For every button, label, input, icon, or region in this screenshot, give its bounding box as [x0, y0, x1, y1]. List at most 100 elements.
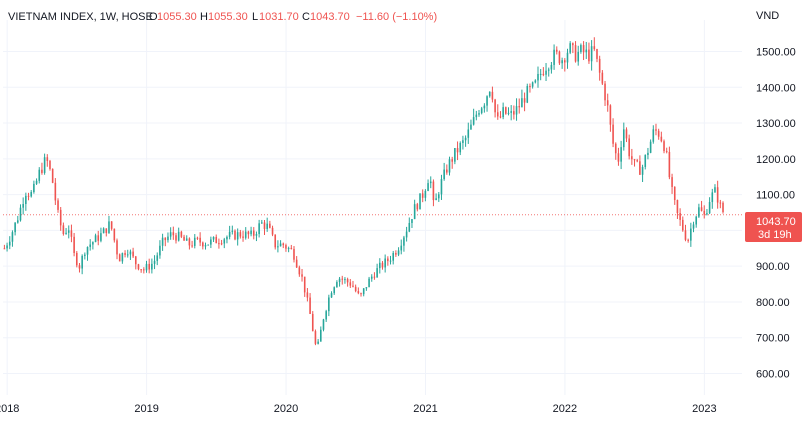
candle-body: [132, 251, 134, 257]
candle-body: [62, 225, 65, 234]
candle-body: [636, 160, 639, 162]
candle-body: [496, 112, 499, 117]
candle-body: [223, 239, 226, 244]
x-tick-label: 2022: [553, 403, 577, 415]
candle-body: [199, 237, 201, 243]
candle-body: [553, 49, 555, 65]
candle-body: [381, 262, 384, 268]
candle-body: [679, 213, 681, 220]
candle-body: [660, 136, 663, 142]
candle-body: [70, 230, 73, 237]
candle-body: [57, 200, 59, 210]
candle-body: [628, 138, 630, 157]
candle-body: [317, 341, 319, 344]
candle-body: [314, 331, 317, 344]
candle-body: [306, 292, 309, 298]
candle-body: [676, 200, 679, 214]
candle-body: [25, 195, 27, 204]
last-price-badge: [745, 212, 802, 242]
candle-body: [606, 100, 609, 106]
candle-body: [617, 153, 620, 162]
candle-body: [403, 237, 405, 246]
candle-body: [400, 245, 403, 251]
candle-body: [153, 260, 156, 264]
candle-body: [700, 207, 703, 211]
candle-body: [220, 243, 223, 245]
candle-body: [137, 264, 140, 270]
candle-body: [338, 278, 341, 283]
candle-body: [177, 231, 180, 241]
candle-body: [537, 73, 539, 81]
legend-close-label: C: [302, 11, 310, 23]
candle-body: [467, 129, 470, 138]
candle-body: [309, 297, 311, 314]
candle-body: [8, 241, 11, 246]
candle-body: [510, 111, 512, 113]
candle-body: [574, 45, 577, 62]
candle-body: [75, 252, 78, 266]
candle-body: [255, 234, 258, 236]
candle-body: [33, 183, 35, 193]
candle-body: [644, 155, 647, 167]
candle-body: [105, 228, 108, 233]
candle-body: [647, 152, 649, 156]
candle-body: [529, 86, 531, 88]
candle-body: [604, 83, 606, 101]
candle-body: [502, 107, 504, 118]
candle-body: [462, 140, 464, 143]
candle-body: [526, 86, 529, 103]
candle-body: [389, 260, 392, 262]
candle-body: [598, 58, 601, 73]
grid-lines: [3, 20, 742, 395]
candle-body: [585, 49, 588, 53]
candle-body: [555, 49, 558, 52]
candle-body: [295, 259, 298, 268]
legend-open-label: O: [149, 11, 158, 23]
candle-body: [81, 255, 83, 269]
candle-body: [333, 287, 336, 294]
candle-body: [424, 190, 427, 198]
candle-body: [346, 279, 349, 283]
candle-body: [488, 91, 491, 97]
candle-body: [78, 265, 81, 269]
candle-body: [572, 43, 574, 46]
candle-body: [663, 141, 665, 152]
candle-body: [631, 156, 633, 160]
candle-body: [27, 195, 30, 197]
candle-body: [491, 91, 494, 100]
currency-label: VND: [756, 10, 779, 22]
candle-body: [582, 45, 585, 53]
candle-body: [239, 232, 242, 237]
candle-body: [523, 98, 526, 103]
candle-body: [234, 230, 236, 240]
candle-body: [86, 246, 89, 255]
candle-body: [432, 181, 435, 201]
candle-body: [183, 236, 185, 241]
candle-body: [226, 236, 228, 240]
candle-body: [411, 219, 413, 223]
candle-body: [108, 221, 110, 233]
candle-body: [596, 49, 598, 59]
candle-body: [513, 111, 515, 115]
candle-body: [714, 187, 716, 193]
candle-body: [601, 72, 604, 84]
candle-body: [191, 245, 193, 247]
x-tick-label: 2021: [413, 403, 437, 415]
candle-body: [459, 142, 462, 153]
candle-body: [282, 243, 285, 246]
candle-body: [614, 143, 617, 154]
candle-body: [505, 107, 507, 114]
candle-body: [94, 235, 97, 243]
candle-body: [641, 166, 644, 175]
candle-body: [545, 70, 547, 75]
candle-body: [706, 213, 708, 215]
candle-body: [531, 82, 534, 87]
candle-body: [558, 51, 561, 64]
candle-body: [437, 194, 440, 199]
candle-body: [421, 193, 424, 198]
candle-body: [711, 192, 714, 203]
candle-body: [384, 258, 386, 268]
candle-body: [118, 254, 121, 262]
